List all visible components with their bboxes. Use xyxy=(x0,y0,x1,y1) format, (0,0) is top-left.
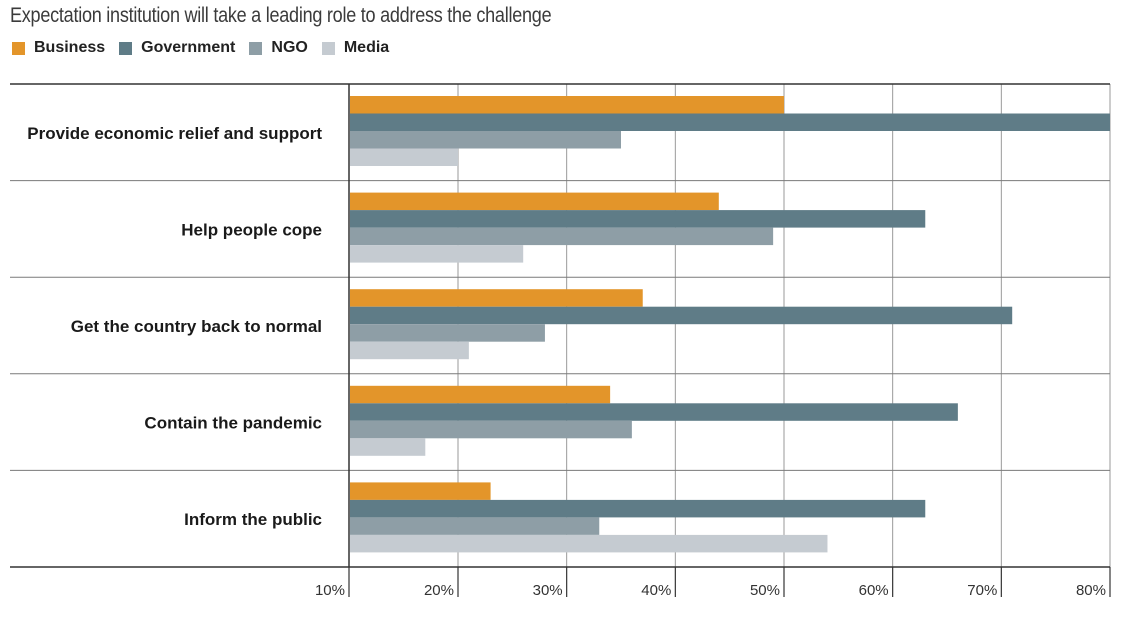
legend-item-government: Government xyxy=(119,39,235,57)
bar-business-3 xyxy=(350,385,611,404)
bar-media-0 xyxy=(350,148,458,166)
bar-government-2 xyxy=(350,306,1013,325)
bar-ngo-2 xyxy=(350,324,545,342)
legend-swatch-government xyxy=(119,41,133,55)
bar-media-2 xyxy=(350,341,469,360)
chart-legend: Business Government NGO Media xyxy=(12,39,403,57)
category-label-1: Help people cope xyxy=(181,220,322,239)
bar-government-1 xyxy=(350,210,926,228)
bar-government-4 xyxy=(350,499,926,518)
bar-ngo-3 xyxy=(350,420,632,439)
bar-ngo-0 xyxy=(350,131,621,149)
legend-item-ngo: NGO xyxy=(249,39,308,57)
x-tick-label-7: 80% xyxy=(1076,582,1106,599)
legend-swatch-business xyxy=(12,41,25,55)
bar-business-1 xyxy=(350,192,719,211)
x-tick-label-5: 60% xyxy=(859,582,889,599)
legend-label-media: Media xyxy=(343,39,390,56)
legend-label-government: Government xyxy=(141,39,236,56)
category-label-3: Contain the pandemic xyxy=(144,414,322,433)
x-tick-label-1: 20% xyxy=(424,582,454,599)
bar-business-2 xyxy=(350,289,643,307)
bar-media-1 xyxy=(350,245,524,263)
x-tick-label-4: 50% xyxy=(750,582,780,599)
legend-label-business: Business xyxy=(34,39,106,56)
legend-item-business: Business xyxy=(12,39,105,57)
legend-label-ngo: NGO xyxy=(271,39,308,56)
x-tick-label-3: 40% xyxy=(641,582,671,599)
chart-title: Expectation institution will take a lead… xyxy=(10,4,552,27)
x-tick-label-6: 70% xyxy=(967,582,997,599)
bar-ngo-4 xyxy=(350,517,600,535)
x-tick-label-0: 10% xyxy=(315,582,345,599)
legend-swatch-media xyxy=(321,41,335,55)
bar-government-3 xyxy=(350,403,958,421)
bar-business-0 xyxy=(350,96,784,114)
bar-media-3 xyxy=(350,438,426,456)
bar-business-4 xyxy=(350,482,491,500)
category-label-4: Inform the public xyxy=(184,510,322,529)
legend-item-media: Media xyxy=(321,39,390,57)
legend-swatch-ngo xyxy=(249,41,263,55)
category-label-0: Provide economic relief and support xyxy=(27,124,322,143)
bar-ngo-1 xyxy=(350,227,774,246)
category-label-2: Get the country back to normal xyxy=(71,317,322,336)
bar-government-0 xyxy=(350,113,1110,131)
x-tick-label-2: 30% xyxy=(533,582,563,599)
bar-media-4 xyxy=(350,534,828,553)
